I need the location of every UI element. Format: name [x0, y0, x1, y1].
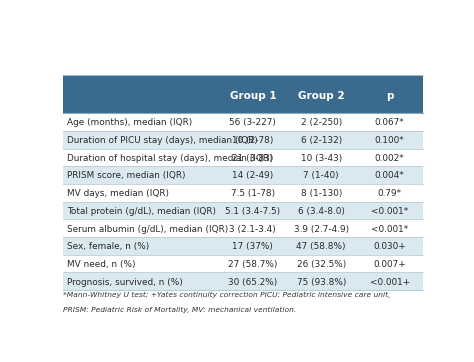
Bar [63, 166, 423, 184]
Text: Total protein (g/dL), median (IQR): Total protein (g/dL), median (IQR) [67, 207, 216, 216]
Text: 14 (2-49): 14 (2-49) [232, 172, 273, 181]
Text: 6 (2-132): 6 (2-132) [301, 136, 342, 145]
Text: p: p [386, 91, 393, 101]
Text: PRISM: Pediatric Risk of Mortality, MV: mechanical ventilation.: PRISM: Pediatric Risk of Mortality, MV: … [63, 307, 296, 313]
Text: 75 (93.8%): 75 (93.8%) [297, 278, 346, 287]
Text: Group 1: Group 1 [229, 91, 276, 101]
Text: 0.100*: 0.100* [375, 136, 404, 145]
Text: Age (months), median (IQR): Age (months), median (IQR) [67, 118, 192, 127]
Text: 56 (3-227): 56 (3-227) [229, 118, 276, 127]
Text: Serum albumin (g/dL), median (IQR): Serum albumin (g/dL), median (IQR) [67, 224, 228, 233]
Bar [63, 219, 423, 237]
Text: 3 (2.1-3.4): 3 (2.1-3.4) [229, 224, 276, 233]
Text: Group 2: Group 2 [298, 91, 345, 101]
Text: *Mann-Whitney U test; +Yates continuity correction PICU: Pediatric intensive car: *Mann-Whitney U test; +Yates continuity … [63, 291, 391, 298]
Text: 2 (2-250): 2 (2-250) [301, 118, 342, 127]
Text: 7 (1-40): 7 (1-40) [303, 172, 339, 181]
Text: 0.007+: 0.007+ [373, 260, 406, 269]
Bar [63, 113, 423, 131]
Text: 27 (58.7%): 27 (58.7%) [228, 260, 277, 269]
Text: 5.1 (3.4-7.5): 5.1 (3.4-7.5) [225, 207, 281, 216]
Text: MV days, median (IQR): MV days, median (IQR) [67, 189, 169, 198]
Text: 21 (3-83): 21 (3-83) [232, 154, 273, 163]
Bar [63, 131, 423, 148]
Text: 30 (65.2%): 30 (65.2%) [228, 278, 277, 287]
Text: <0.001+: <0.001+ [370, 278, 410, 287]
Bar [63, 237, 423, 255]
Text: 47 (58.8%): 47 (58.8%) [296, 242, 346, 251]
Bar [63, 202, 423, 219]
Text: 26 (32.5%): 26 (32.5%) [297, 260, 346, 269]
Text: Sex, female, n (%): Sex, female, n (%) [67, 242, 150, 251]
Text: 0.030+: 0.030+ [373, 242, 406, 251]
Text: 3.9 (2.7-4.9): 3.9 (2.7-4.9) [294, 224, 349, 233]
Text: 0.067*: 0.067* [375, 118, 404, 127]
Text: 0.004*: 0.004* [375, 172, 404, 181]
Text: <0.001*: <0.001* [371, 207, 408, 216]
Bar [63, 255, 423, 273]
Text: 17 (37%): 17 (37%) [232, 242, 273, 251]
Text: 6 (3.4-8.0): 6 (3.4-8.0) [298, 207, 345, 216]
Text: PRISM score, median (IQR): PRISM score, median (IQR) [67, 172, 186, 181]
Bar [63, 273, 423, 290]
Text: MV need, n (%): MV need, n (%) [67, 260, 136, 269]
Text: Duration of PICU stay (days), median (IQR): Duration of PICU stay (days), median (IQ… [67, 136, 258, 145]
Text: 0.79*: 0.79* [378, 189, 401, 198]
Text: Duration of hospital stay (days), median (IQR): Duration of hospital stay (days), median… [67, 154, 273, 163]
Bar [63, 76, 423, 113]
Text: 7.5 (1-78): 7.5 (1-78) [231, 189, 275, 198]
Text: Prognosis, survived, n (%): Prognosis, survived, n (%) [67, 278, 183, 287]
Text: 10 (2-78): 10 (2-78) [232, 136, 273, 145]
Text: 8 (1-130): 8 (1-130) [301, 189, 342, 198]
Text: 0.002*: 0.002* [375, 154, 404, 163]
Text: 10 (3-43): 10 (3-43) [301, 154, 342, 163]
Text: <0.001*: <0.001* [371, 224, 408, 233]
Bar [63, 184, 423, 202]
Bar [63, 148, 423, 166]
